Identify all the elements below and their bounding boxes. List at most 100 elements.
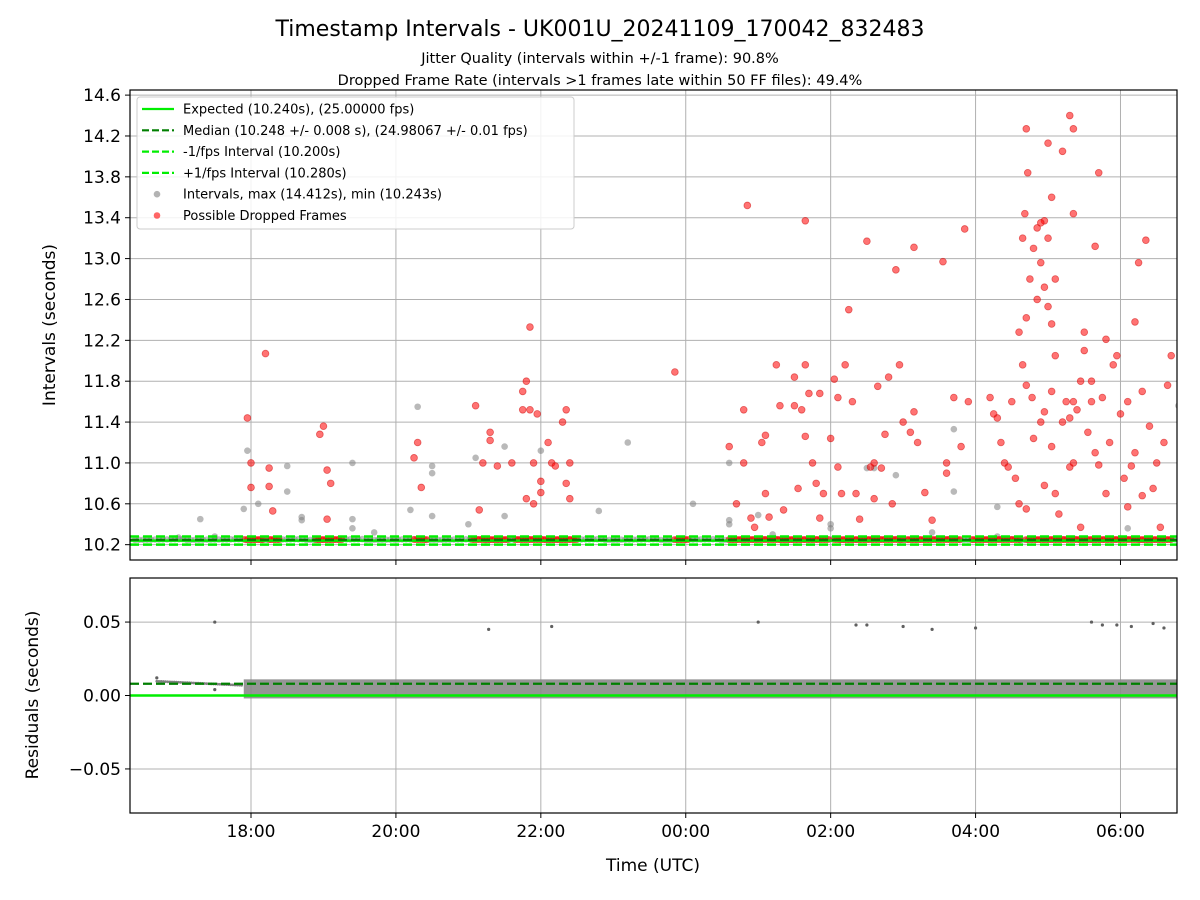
dropped-frame-point <box>739 459 748 467</box>
residual-point <box>164 680 167 684</box>
dropped-frame-point <box>939 257 947 266</box>
x-tick-label: 04:00 <box>951 822 1000 842</box>
dropped-frame-point <box>319 422 328 430</box>
dropped-frame-point <box>1138 387 1147 396</box>
dropped-frame-point <box>479 459 487 467</box>
residual-point <box>157 679 161 683</box>
legend-label: -1/fps Interval (10.200s) <box>183 145 340 160</box>
interval-point <box>428 462 436 470</box>
dropped-frame-point <box>1080 328 1089 336</box>
y-tick-label: 13.0 <box>83 250 121 270</box>
dropped-frame-point <box>899 418 907 426</box>
interval-point <box>1124 525 1132 532</box>
dropped-frame-point <box>1007 397 1016 406</box>
dropped-frame-point <box>1087 377 1096 385</box>
interval-point <box>414 403 421 411</box>
legend: Expected (10.240s), (25.00000 fps) Median… <box>136 96 575 230</box>
dropped-frame-point <box>732 500 741 508</box>
dropped-frame-point <box>779 506 788 514</box>
x-tick-label: 00:00 <box>661 822 710 842</box>
dropped-frame-point <box>805 389 813 398</box>
dropped-frame-point <box>892 266 900 274</box>
dropped-frame-point <box>1040 283 1049 291</box>
residual-point <box>205 682 209 686</box>
chart-subtitle-dropped: Dropped Frame Rate (intervals >1 frames … <box>338 73 863 89</box>
dropped-frame-point <box>1044 302 1052 311</box>
dropped-frame-point <box>1105 438 1114 447</box>
dropped-frame-point <box>1109 361 1118 369</box>
dropped-frame-point <box>826 434 835 443</box>
dropped-frame-point <box>855 515 864 523</box>
dropped-frame-point <box>1167 351 1176 360</box>
dropped-frame-point <box>844 305 853 314</box>
interval-point <box>240 505 248 513</box>
dropped-frame-point <box>1069 125 1078 133</box>
dropped-frame-point <box>486 436 494 445</box>
dropped-frame-point <box>812 479 820 488</box>
residual-outlier <box>865 623 869 627</box>
residuals-plot: −0.05 0.00 0.05 18:00 20:00 22:00 00:00 02:00 04… <box>69 577 1178 842</box>
dropped-frame-point <box>834 393 842 402</box>
x-tick-label: 20:00 <box>371 822 420 842</box>
dropped-frame-point <box>1051 351 1060 360</box>
dropped-frame-point <box>801 216 810 225</box>
dropped-frame-point <box>1047 320 1056 328</box>
dropped-frame-point <box>852 489 860 498</box>
interval-point <box>928 529 936 536</box>
dropped-frame-point <box>881 430 889 439</box>
legend-label: Possible Dropped Frames <box>183 209 347 224</box>
y-axis-label-residuals: Residuals (seconds) <box>23 611 43 780</box>
dropped-frame-point <box>921 488 929 497</box>
dropped-frame-point <box>1051 489 1060 498</box>
dropped-frame-point <box>1051 275 1060 283</box>
dropped-frame-point <box>1047 387 1056 396</box>
interval-point <box>624 439 632 446</box>
dropped-frame-point <box>316 430 324 439</box>
y-tick-label: 11.4 <box>83 413 121 433</box>
dropped-frame-point <box>743 201 752 210</box>
dropped-frame-point <box>1065 414 1074 422</box>
dropped-frame-point <box>1160 438 1168 447</box>
dropped-frame-point <box>471 401 480 410</box>
dropped-frame-point <box>323 466 331 474</box>
dropped-frame-point <box>671 368 679 376</box>
interval-point <box>725 459 733 467</box>
legend-label: Intervals, max (14.412s), min (10.243s) <box>183 188 442 203</box>
dropped-frame-point <box>1036 219 1045 227</box>
dropped-frame-point <box>1015 328 1023 336</box>
dropped-frame-point <box>247 483 255 492</box>
y-tick-label: 0.05 <box>83 613 121 633</box>
data-top <box>130 111 1177 546</box>
dropped-frame-point <box>566 459 574 467</box>
interval-point <box>370 529 378 536</box>
residual-outlier <box>854 623 858 627</box>
dropped-frame-point <box>1055 510 1063 518</box>
dropped-frame-point <box>884 373 893 381</box>
dropped-frame-point <box>957 442 965 451</box>
interval-point <box>283 488 291 495</box>
dropped-frame-point <box>1026 275 1034 283</box>
interval-point <box>428 512 436 520</box>
dropped-frame-point <box>801 361 810 369</box>
dropped-frame-point <box>877 464 886 472</box>
dropped-frame-point <box>1145 422 1154 430</box>
residual-outlier <box>1089 620 1094 624</box>
residual-outlier <box>973 626 978 630</box>
y-tick-label: 10.2 <box>83 536 121 556</box>
axes-frame-top <box>129 89 1178 561</box>
residual-outlier <box>1100 623 1104 627</box>
residual-outlier <box>1129 624 1133 629</box>
dropped-frame-point <box>758 438 766 447</box>
dropped-frame-point <box>1018 361 1027 369</box>
dropped-frame-point <box>997 438 1005 447</box>
dropped-frame-point <box>410 454 418 462</box>
dropped-frame-point <box>323 515 331 523</box>
dropped-frame-point <box>870 459 878 467</box>
interval-point <box>950 425 958 433</box>
dropped-frame-point <box>1022 381 1031 390</box>
dropped-frame-point <box>1080 346 1089 355</box>
dropped-frame-point <box>960 225 969 233</box>
dropped-frame-point <box>910 408 918 416</box>
dropped-frame-point <box>1163 381 1172 390</box>
dropped-frame-point <box>1094 168 1103 177</box>
